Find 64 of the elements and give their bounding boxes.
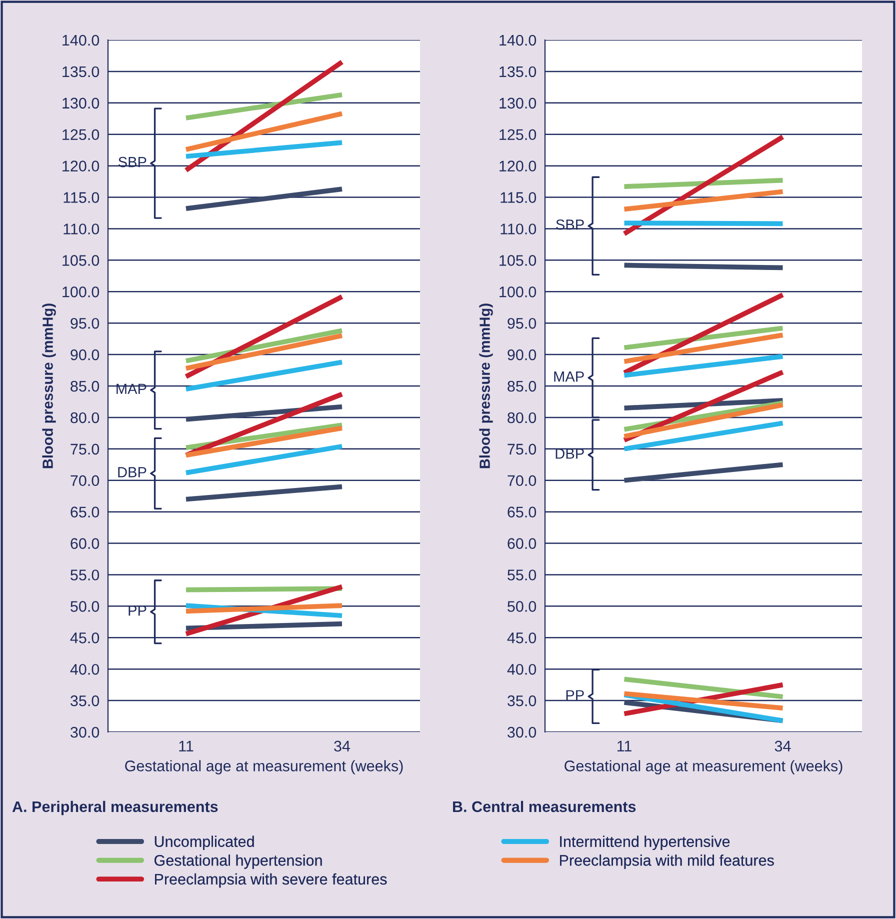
y-tick-label: 95.0: [508, 318, 536, 329]
y-tick-label: 85.0: [508, 380, 536, 392]
y-tick-label: 95.0: [70, 318, 100, 329]
y-axis-title: Blood pressure (mmHg): [42, 304, 56, 468]
y-tick-label: 140.0: [62, 34, 100, 46]
legend-label: Preeclampsia with severe features: [155, 873, 387, 888]
y-tick-label: 55.0: [508, 570, 536, 580]
y-tick-label: 125.0: [62, 129, 100, 140]
y-tick-label: 125.0: [500, 129, 536, 140]
y-tick-label: 75.0: [508, 444, 536, 455]
y-tick-label: 70.0: [70, 475, 100, 486]
legend-label: Uncomplicated: [154, 836, 254, 850]
legend-label: Preeclampsia with mild features: [560, 854, 774, 869]
y-tick-label: 80.0: [70, 412, 100, 424]
x-tick-label: 34: [774, 740, 791, 752]
y-tick-label: 50.0: [508, 601, 536, 612]
y-tick-label: 85.0: [70, 380, 100, 392]
y-tick-label: 75.0: [70, 444, 100, 455]
x-axis-title: Gestational age at measurement (weeks): [564, 760, 842, 774]
y-tick-label: 90.0: [70, 349, 100, 360]
y-tick-label: 130.0: [500, 98, 536, 109]
annotation: PP: [566, 690, 584, 700]
y-tick-label: 50.0: [70, 601, 100, 612]
y-tick-label: 60.0: [70, 538, 100, 549]
text: A. Peripheral measurements: [12, 800, 218, 816]
x-axis-title: Gestational age at measurement (weeks): [125, 760, 403, 774]
y-tick-label: 45.0: [70, 632, 100, 644]
y-tick-label: 105.0: [500, 255, 536, 266]
y-tick-label: 60.0: [508, 538, 536, 549]
y-tick-label: 120.0: [500, 160, 536, 172]
x-tick-label: 34: [334, 740, 350, 752]
y-tick-label: 135.0: [500, 66, 536, 78]
text: B. Central measurements: [453, 800, 636, 812]
y-tick-label: 65.0: [70, 506, 100, 518]
y-tick-label: 100.0: [500, 286, 536, 298]
y-tick-label: 120.0: [62, 160, 100, 172]
y-tick-label: 115.0: [64, 192, 100, 203]
legend-label: Gestational hypertension: [154, 854, 322, 869]
y-tick-label: 110.0: [500, 224, 536, 234]
y-tick-label: 30.0: [70, 726, 100, 738]
y-tick-label: 90.0: [508, 349, 536, 360]
y-tick-label: 130.0: [62, 98, 100, 109]
y-tick-label: 65.0: [508, 506, 536, 518]
y-tick-label: 40.0: [507, 664, 536, 675]
y-tick-label: 80.0: [508, 412, 536, 424]
y-tick-label: 55.0: [70, 570, 100, 580]
y-tick-label: 105.0: [62, 255, 100, 266]
y-tick-label: 100.0: [62, 286, 100, 298]
y-tick-label: 30.0: [508, 726, 536, 738]
x-tick-label: 11: [617, 740, 632, 752]
legend-label: Intermittend hypertensive: [560, 836, 730, 850]
y-tick-label: 45.0: [507, 632, 536, 644]
y-tick-label: 35.0: [70, 695, 100, 706]
y-tick-label: 70.0: [508, 475, 536, 486]
y-axis-title: Blood pressure (mmHg): [479, 304, 493, 468]
y-tick-label: 40.0: [70, 664, 100, 675]
x-tick-label: 11: [179, 740, 194, 752]
y-tick-label: 135.0: [62, 66, 100, 78]
y-tick-label: 140.0: [500, 34, 536, 46]
y-tick-label: 35.0: [508, 695, 536, 706]
annotation: DBP: [118, 467, 146, 478]
y-tick-label: 115.0: [500, 192, 536, 203]
y-tick-label: 110.0: [64, 224, 100, 234]
annotation: MAP: [554, 372, 584, 382]
